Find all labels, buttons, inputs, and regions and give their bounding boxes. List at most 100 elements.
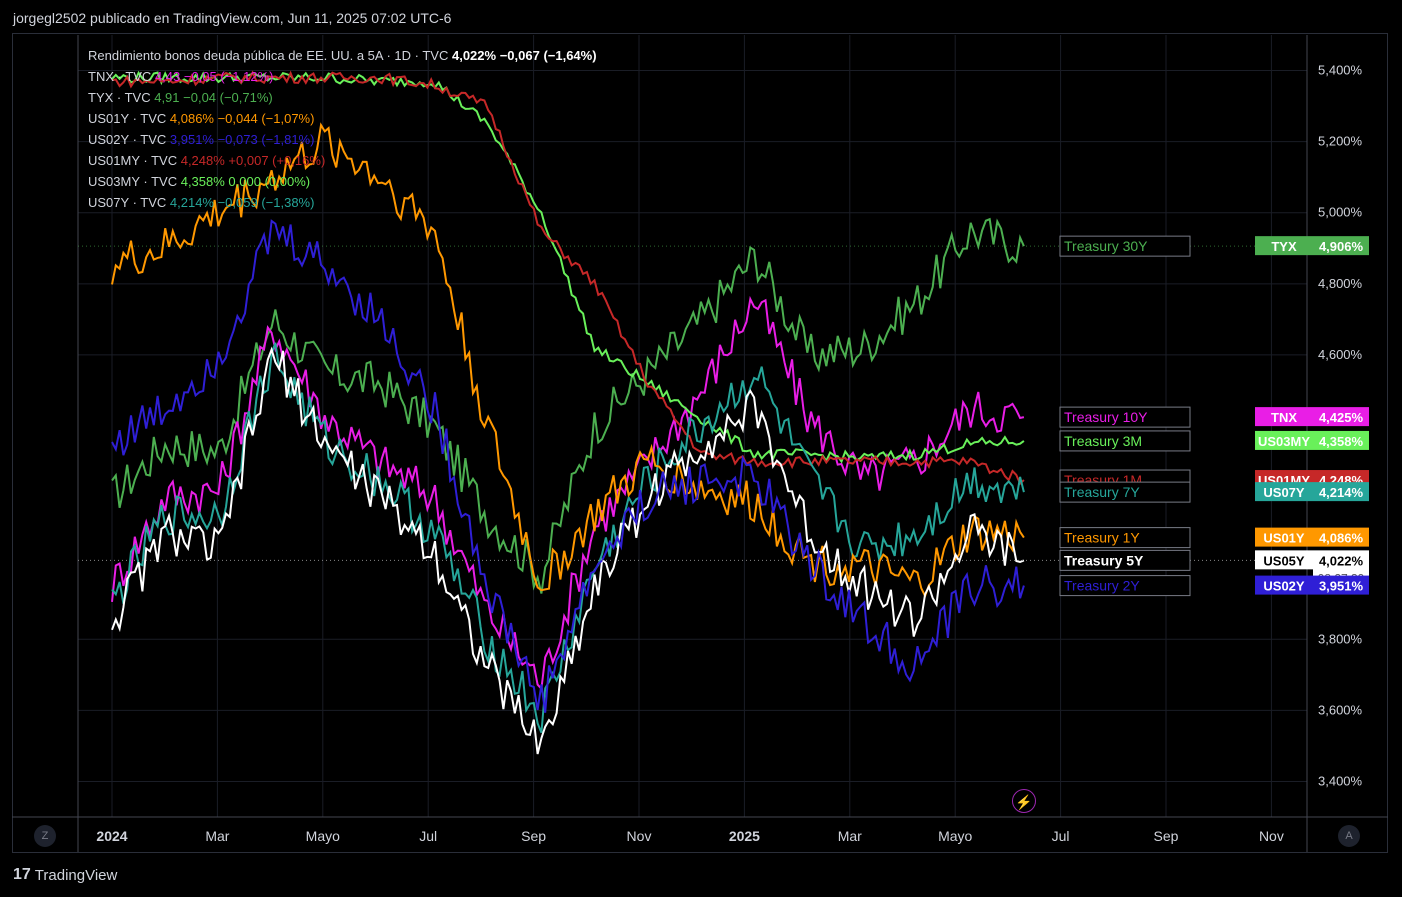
price-tag-value (1313, 430, 1369, 450)
series-name-label: Treasury 1Y (1064, 530, 1140, 546)
legend-row[interactable]: US03MY · TVC 4,358% 0,000 (0,00%) (88, 171, 597, 192)
price-tag-ticker (1255, 407, 1313, 427)
legend-row[interactable]: US02Y · TVC 3,951% −0,073 (−1,81%) (88, 129, 597, 150)
legend-main-name: Rendimiento bonos deuda pública de EE. U… (88, 48, 449, 63)
y-tick-label: 5,200% (1318, 134, 1363, 149)
price-tag-value-text: 4,358% (1319, 434, 1364, 449)
series-name-box (1059, 575, 1191, 597)
price-tag-value (1313, 407, 1369, 427)
legend: Rendimiento bonos deuda pública de EE. U… (88, 45, 597, 213)
price-tag-ticker-text: US01Y (1263, 531, 1305, 546)
legend-row-value: 4,214% −0,059 (−1,38%) (169, 195, 315, 210)
legend-row[interactable]: TYX · TVC 4,91 −0,04 (−0,71%) (88, 87, 597, 108)
chart-frame (12, 33, 1388, 853)
legend-row-name: TNX · TVC (88, 69, 155, 84)
x-tick-label: 2025 (729, 828, 760, 844)
legend-row-name: US03MY · TVC (88, 174, 181, 189)
bolt-icon[interactable]: ⚡ (1012, 789, 1036, 813)
price-tag-ticker (1255, 236, 1313, 256)
legend-row-name: TYX · TVC (88, 90, 155, 105)
y-tick-label: 5,400% (1318, 63, 1363, 78)
legend-main-change: −0,067 (−1,64%) (499, 48, 597, 63)
y-tick-label: 5,000% (1318, 205, 1363, 220)
legend-row-name: US02Y · TVC (88, 132, 170, 147)
footer-brand: TradingView (34, 866, 118, 884)
legend-row-name: US01MY · TVC (88, 153, 181, 168)
x-tick-label: 2024 (96, 828, 127, 844)
series-name-box (1059, 549, 1191, 571)
series-name-box (1059, 406, 1191, 428)
price-tag-ticker (1255, 527, 1313, 547)
price-tag-value-text: 4,214% (1319, 485, 1364, 500)
y-tick-label: 3,600% (1318, 702, 1363, 717)
price-tag-ticker-text: US03MY (1258, 434, 1310, 449)
x-tick-label: Jul (1052, 828, 1070, 844)
price-tag-ticker-text: TNX (1271, 410, 1297, 425)
x-tick-label: Mayo (938, 828, 972, 844)
y-tick-label: 3,800% (1318, 631, 1363, 646)
price-tag-ticker-text: US05Y (1263, 553, 1305, 568)
price-tag-value-text: 4,022% (1319, 553, 1364, 568)
tradingview-logo-icon: 17 (13, 866, 31, 883)
legend-main-row[interactable]: Rendimiento bonos deuda pública de EE. U… (88, 45, 597, 66)
legend-row[interactable]: US01Y · TVC 4,086% −0,044 (−1,07%) (88, 108, 597, 129)
series-name-label: Treasury 30Y (1064, 238, 1148, 254)
series-name-label: Treasury 10Y (1064, 409, 1148, 425)
price-tag-ticker (1255, 550, 1313, 570)
series-name-label: Treasury 7Y (1064, 484, 1140, 500)
x-tick-label: Mar (838, 828, 862, 844)
legend-row-name: US01Y · TVC (88, 111, 170, 126)
legend-row-name: US07Y · TVC (88, 195, 170, 210)
price-tag-ticker (1255, 430, 1313, 450)
legend-row-value: 4,91 −0,04 (−0,71%) (154, 90, 273, 105)
legend-main-value: 4,022% (451, 48, 497, 63)
y-tick-label: 3,400% (1318, 773, 1363, 788)
series-name-box (1059, 527, 1191, 549)
price-tag-value-text: 3,951% (1319, 579, 1364, 594)
footer[interactable]: 17 TradingView (13, 866, 117, 884)
series-line (111, 70, 1025, 464)
price-tag-value-text: 4,425% (1319, 410, 1364, 425)
series-line (111, 346, 1025, 755)
series-name-label: Treasury 5Y (1064, 552, 1144, 568)
x-tick-label: Mayo (306, 828, 340, 844)
series-name-box (1059, 430, 1191, 452)
price-tag-value-text: 4,086% (1319, 531, 1364, 546)
publisher-line: jorgegl2502 publicado en TradingView.com… (13, 10, 452, 26)
x-tick-label: Jul (419, 828, 437, 844)
y-tick-label: 4,800% (1318, 276, 1363, 291)
series-line (111, 70, 1025, 486)
legend-row-value: 4,086% −0,044 (−1,07%) (169, 111, 315, 126)
price-tag-value (1313, 236, 1369, 256)
series-name-label: Treasury 2Y (1064, 578, 1140, 594)
series-line (111, 219, 1025, 713)
x-tick-label: Sep (1154, 828, 1179, 844)
legend-row[interactable]: US07Y · TVC 4,214% −0,059 (−1,38%) (88, 192, 597, 213)
legend-row-value: 4,248% +0,007 (+0,16%) (180, 153, 326, 168)
zoom-left-button[interactable]: Z (34, 825, 56, 847)
price-tag-value (1313, 482, 1369, 502)
price-tag-value (1313, 575, 1369, 595)
legend-row[interactable]: TNX · TVC 4,43 −0,05 (−1,12%) (88, 66, 597, 87)
price-tag-ticker-text: TYX (1271, 239, 1297, 254)
price-tag-ticker-text: US02Y (1263, 579, 1305, 594)
price-tag-value-text: 4,906% (1319, 239, 1364, 254)
auto-scale-button[interactable]: A (1338, 825, 1360, 847)
legend-row-value: 3,951% −0,073 (−1,81%) (169, 132, 315, 147)
series-name-box (1059, 235, 1191, 257)
price-tag-value (1313, 527, 1369, 547)
series-name-label: Treasury 3M (1064, 433, 1142, 449)
x-tick-label: Nov (1259, 828, 1284, 844)
series-line (111, 342, 1025, 734)
price-tag-ticker (1255, 575, 1313, 595)
x-tick-label: Sep (521, 828, 546, 844)
y-tick-label: 4,600% (1318, 347, 1363, 362)
price-tag-ticker-text: US07Y (1263, 485, 1305, 500)
x-tick-label: Mar (205, 828, 229, 844)
series-line (111, 122, 1025, 599)
price-tag-ticker (1255, 482, 1313, 502)
legend-row-value: 4,358% 0,000 (0,00%) (180, 174, 311, 189)
legend-row[interactable]: US01MY · TVC 4,248% +0,007 (+0,16%) (88, 150, 597, 171)
legend-row-value: 4,43 −0,05 (−1,12%) (154, 69, 274, 84)
